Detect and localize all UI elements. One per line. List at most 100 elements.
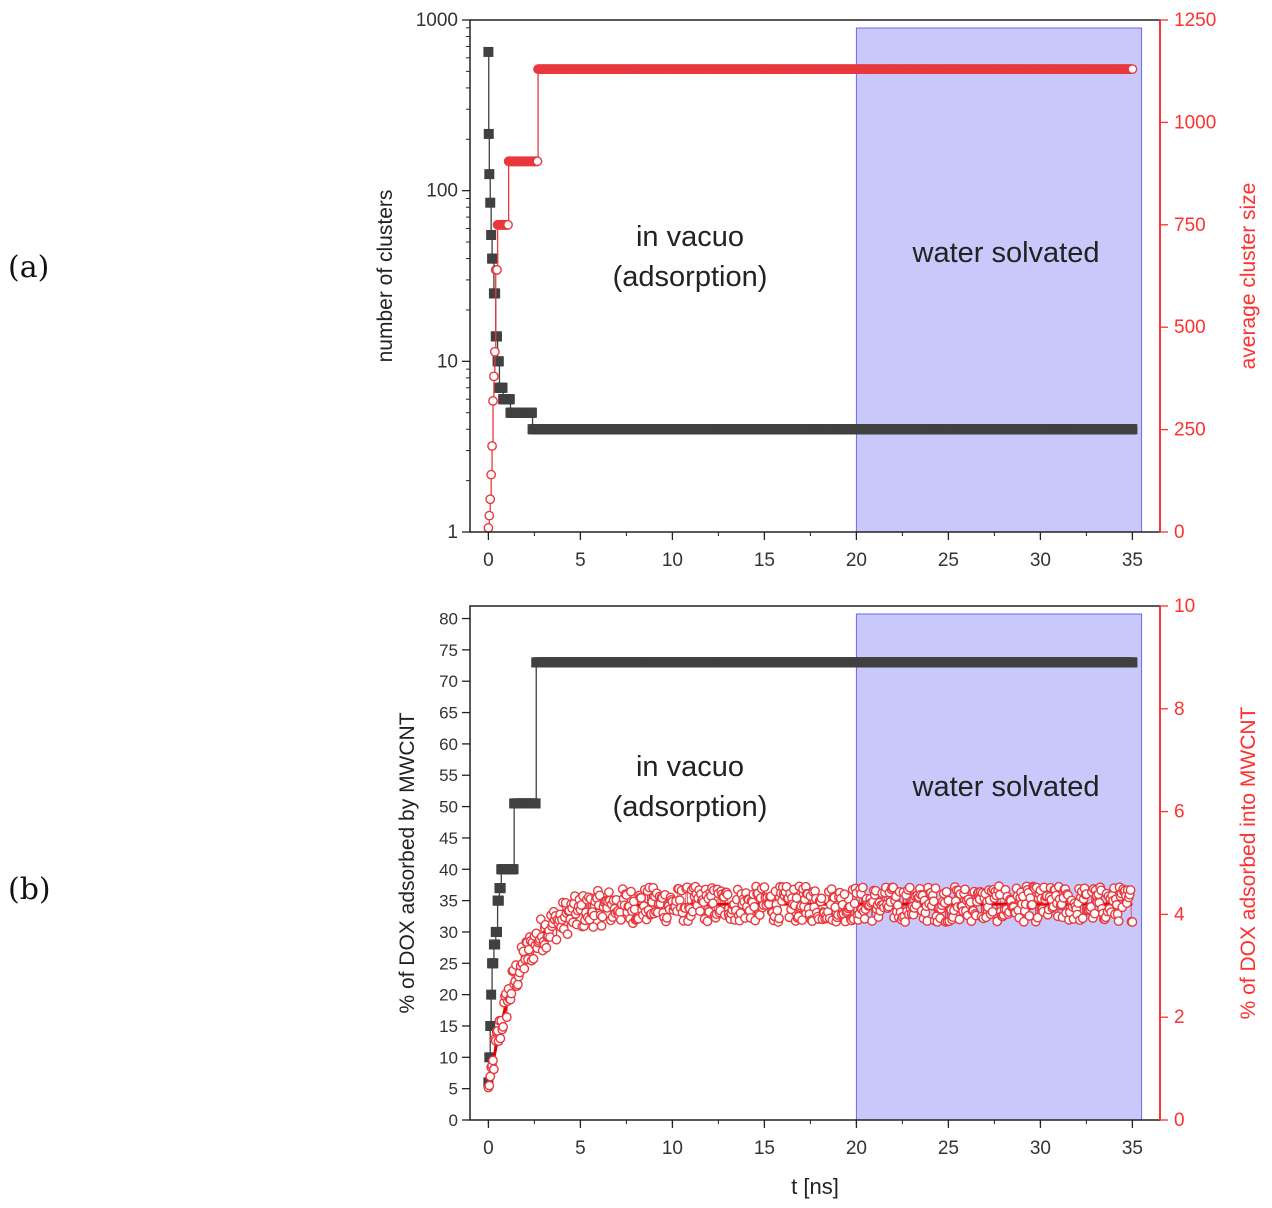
data-point-circle: [488, 1055, 498, 1066]
data-point-square: [493, 356, 504, 367]
data-point-square: [1127, 657, 1138, 668]
data-point-circle: [1018, 916, 1029, 927]
y-tick-label: 10: [439, 1048, 458, 1067]
y2-tick-label: 1250: [1174, 10, 1216, 31]
data-point-circle: [702, 916, 713, 927]
data-point-circle: [987, 906, 998, 917]
y-tick-label: 65: [439, 704, 458, 723]
y2-tick-label: 250: [1174, 420, 1206, 441]
y-tick-label: 50: [439, 798, 458, 817]
data-point-square: [483, 46, 494, 57]
annotation-in-vacuo: in vacuo: [636, 751, 744, 783]
y-tick-label: 60: [439, 735, 458, 754]
panel-b-group: 0 5 10 15 20 25 30 3505101520253035404550556065…: [396, 596, 1260, 1199]
x-tick-label: 15: [754, 550, 775, 571]
y-tick-label: 1000: [416, 10, 458, 31]
y2-tick-label: 0: [1174, 522, 1185, 543]
data-point-circle: [488, 396, 498, 406]
data-point-square: [485, 197, 496, 208]
data-point-square: [497, 382, 508, 393]
data-point-circle: [636, 892, 647, 903]
data-point-circle: [626, 886, 636, 897]
data-point-circle: [772, 905, 783, 916]
data-point-circle: [1027, 899, 1038, 910]
data-point-circle: [849, 898, 860, 909]
x-tick-label: 20: [846, 1138, 867, 1159]
data-point-circle: [661, 912, 672, 923]
y-tick-label: 20: [439, 986, 458, 1005]
data-point-circle: [489, 371, 499, 382]
data-point-square: [493, 895, 504, 906]
water-solvated-region: [855, 613, 1143, 1121]
data-point-circle: [489, 1064, 499, 1075]
data-point-circle: [604, 887, 614, 898]
data-point-circle: [503, 219, 513, 230]
x-tick-label: 10: [662, 1138, 683, 1159]
y2-axis-label: average cluster size: [1237, 183, 1260, 370]
data-point-circle: [816, 893, 827, 904]
y2-axis-label: % of DOX adsorbed into MWCNT: [1237, 706, 1260, 1019]
y-tick-label: 35: [439, 892, 458, 911]
x-tick-label: 35: [1122, 1138, 1143, 1159]
series-red-b: [483, 881, 1138, 1093]
y2-tick-label: 750: [1174, 215, 1206, 236]
series-red-a: [483, 64, 1138, 533]
x-axis-label: t [ns]: [791, 1174, 839, 1199]
data-point-circle: [941, 886, 952, 897]
data-point-circle: [495, 1033, 506, 1044]
x-tick-label: 20: [846, 550, 867, 571]
data-point-circle: [512, 979, 523, 990]
data-point-circle: [487, 441, 497, 451]
data-point-circle: [1032, 912, 1043, 923]
panel-a-group: 0 5 10 15 20 25 30 35 1 10 100 1000 0 250 500 750 1000 12…: [374, 10, 1260, 571]
annotation-in-vacuo: in vacuo: [636, 221, 744, 253]
data-point-square: [486, 989, 497, 1000]
data-point-square: [485, 1020, 496, 1031]
data-point-circle: [904, 882, 915, 893]
annotation-water-solvated: water solvated: [912, 771, 1100, 803]
data-point-square: [486, 229, 497, 240]
data-point-circle: [1127, 917, 1138, 927]
panel-b-label: (b): [8, 872, 51, 907]
data-point-circle: [839, 889, 850, 900]
data-point-square: [530, 798, 541, 809]
data-point-circle: [501, 1012, 512, 1023]
x-tick-label: 15: [754, 1138, 775, 1159]
data-point-circle: [588, 922, 599, 932]
x-tick-label: 0: [483, 1138, 494, 1159]
data-point-circle: [759, 882, 770, 893]
y-tick-label: 70: [439, 672, 458, 691]
data-point-circle: [954, 914, 965, 925]
annotation-water-solvated: water solvated: [912, 237, 1100, 269]
y-tick-label: 25: [439, 954, 458, 973]
y-tick-label: 40: [439, 860, 458, 879]
data-point-circle: [532, 156, 543, 167]
x-tick-label: 25: [938, 550, 959, 571]
data-point-square: [488, 958, 499, 969]
water-solvated-region: [855, 27, 1143, 533]
x-tick-label: 30: [1030, 550, 1051, 571]
y-axis-label: number of clusters: [374, 190, 397, 363]
data-point-circle: [551, 934, 562, 945]
x-tick-label: 0: [483, 550, 494, 571]
y2-tick-label: 6: [1174, 802, 1185, 823]
data-point-circle: [486, 469, 497, 480]
y-tick-label: 5: [449, 1080, 458, 1099]
y-tick-label: 100: [426, 181, 458, 202]
data-point-square: [490, 939, 501, 950]
data-point-circle: [528, 953, 539, 964]
data-point-circle: [722, 889, 733, 900]
y-tick-label: 55: [439, 766, 458, 785]
data-point-square: [491, 926, 502, 937]
data-point-circle: [1125, 885, 1136, 895]
data-point-circle: [483, 523, 494, 533]
y2-tick-label: 500: [1174, 317, 1206, 338]
y-tick-label: 45: [439, 829, 458, 848]
data-point-square: [504, 394, 515, 405]
data-point-circle: [615, 914, 626, 925]
x-tick-label: 5: [575, 550, 586, 571]
y-tick-label: 10: [437, 351, 458, 372]
data-point-circle: [484, 1080, 495, 1091]
y-tick-label: 30: [439, 923, 458, 942]
annotation-adsorption: (adsorption): [613, 261, 768, 293]
